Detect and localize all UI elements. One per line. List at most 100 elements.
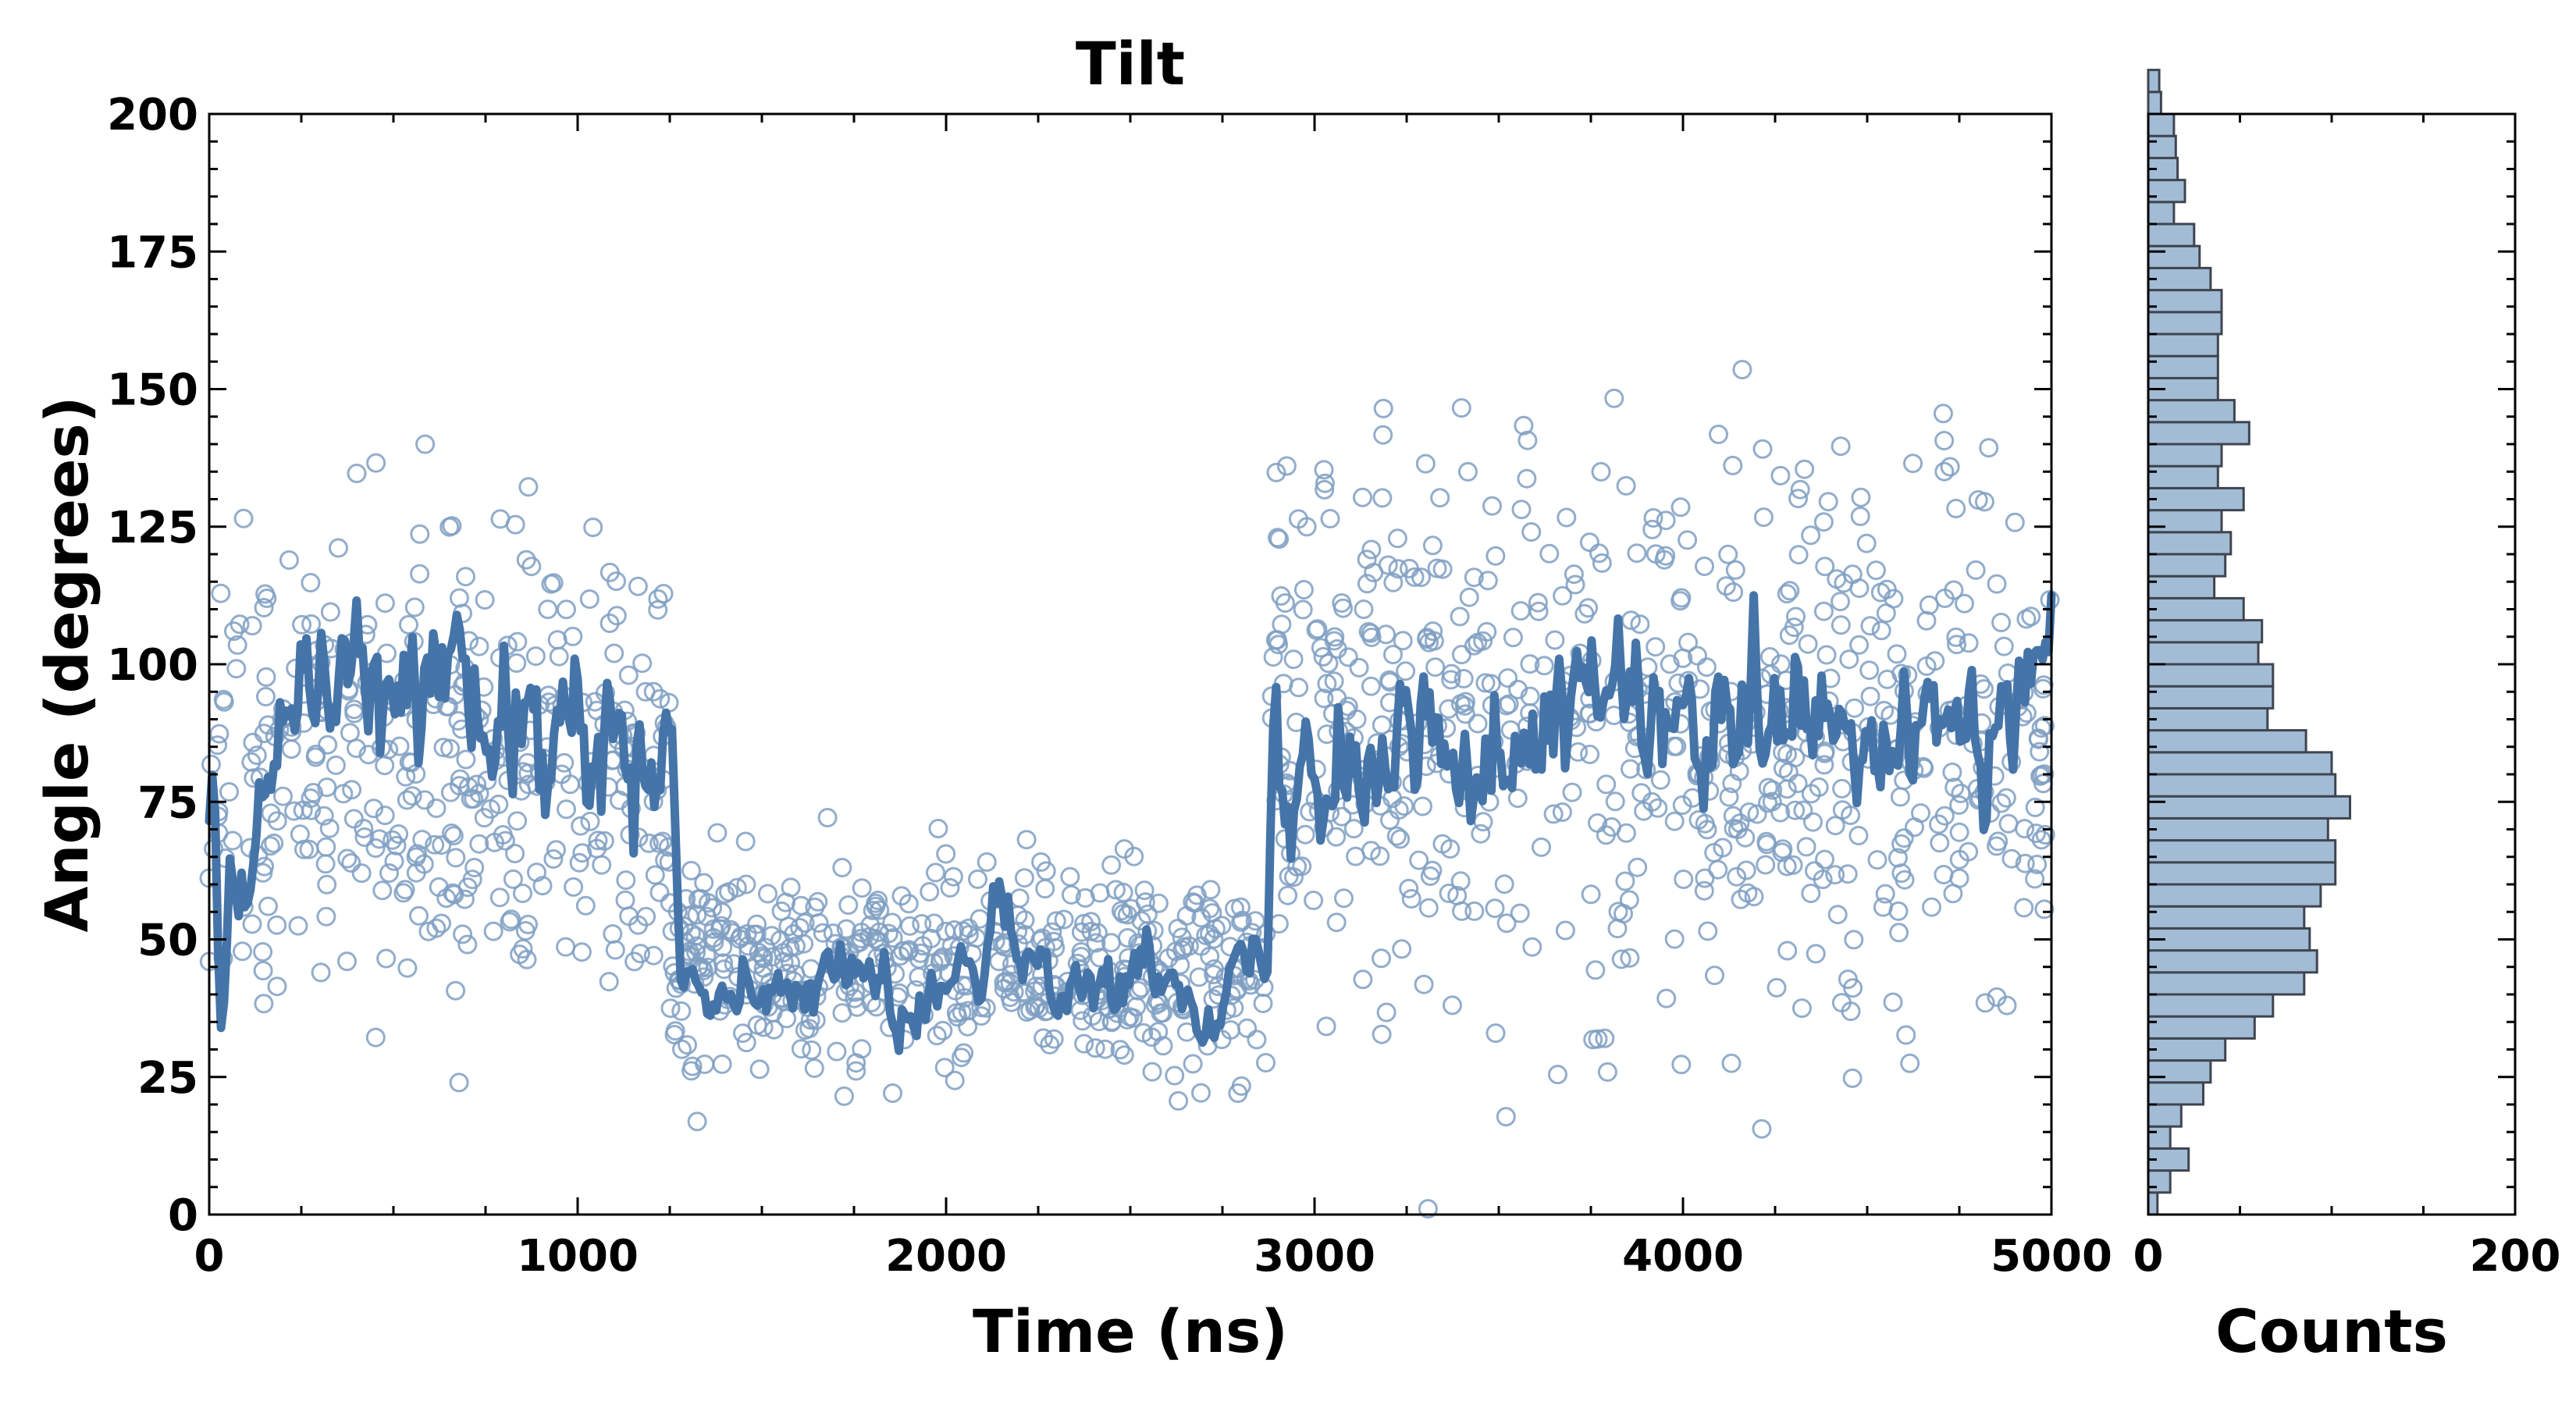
scatter-point — [365, 1027, 386, 1048]
scatter-point — [660, 998, 681, 1019]
scatter-point — [758, 884, 777, 904]
scatter-point — [1148, 893, 1169, 913]
scatter-point — [469, 636, 489, 656]
scatter-point — [571, 816, 591, 836]
scatter-point — [632, 653, 653, 674]
scatter-point — [1697, 820, 1717, 840]
scatter-point — [426, 918, 447, 938]
scatter-point — [1253, 994, 1273, 1013]
scatter-point — [525, 646, 546, 667]
scatter-point — [1767, 977, 1787, 998]
scatter-point — [615, 890, 635, 910]
scatter-point — [1034, 1028, 1054, 1048]
scatter-point — [933, 947, 953, 967]
scatter-point — [1016, 830, 1037, 850]
scatter-point — [1101, 855, 1122, 875]
scatter-point — [1440, 839, 1461, 859]
histogram-bar — [2147, 993, 2275, 1018]
scatter-point — [301, 614, 322, 634]
scatter-point — [1752, 1119, 1772, 1139]
scatter-point — [507, 653, 527, 673]
scatter-point — [1113, 882, 1133, 902]
scatter-point — [1325, 627, 1345, 647]
scatter-point — [604, 643, 624, 663]
scatter-point — [396, 767, 416, 787]
scatter-point — [211, 583, 231, 603]
scatter-point — [436, 888, 457, 909]
scatter-point — [301, 788, 321, 809]
scatter-point — [1189, 967, 1209, 987]
scatter-point — [369, 829, 390, 849]
histogram-bar — [2147, 1015, 2256, 1040]
scatter-point — [372, 880, 393, 901]
scatter-point — [1875, 884, 1895, 904]
scatter-point — [503, 869, 523, 889]
scatter-point — [515, 921, 535, 941]
scatter-point — [1816, 645, 1837, 665]
scatter-point — [643, 681, 664, 702]
scatter-point — [395, 880, 415, 900]
smoothed-line-group — [205, 591, 2056, 1055]
scatter-point — [1373, 425, 1393, 445]
scatter-point — [1133, 1023, 1154, 1043]
scatter-point — [1801, 525, 1821, 546]
scatter-point — [940, 877, 960, 898]
scatter-point — [1447, 885, 1468, 905]
histogram-bar — [2147, 816, 2329, 842]
scatter-point — [337, 848, 358, 869]
scatter-point — [695, 1055, 715, 1074]
scatter-point — [399, 614, 418, 635]
scatter-point — [1588, 813, 1607, 833]
scatter-point — [863, 901, 883, 920]
scatter-point — [1054, 909, 1074, 930]
scatter-point — [712, 902, 732, 923]
scatter-point — [1827, 905, 1848, 925]
scatter-point — [505, 844, 525, 863]
histogram-bar — [2147, 1103, 2183, 1128]
scatter-point — [924, 913, 945, 934]
scatter-point — [762, 947, 782, 967]
scatter-point — [1485, 1023, 1506, 1044]
scatter-point — [836, 919, 856, 939]
scatter-point — [928, 819, 948, 838]
scatter-point — [1517, 430, 1538, 450]
scatter-point — [1191, 1083, 1211, 1103]
scatter-point — [1773, 759, 1793, 778]
scatter-point — [1801, 884, 1821, 903]
scatter-point — [527, 863, 546, 883]
scatter-point — [781, 877, 801, 898]
scatter-point — [1916, 610, 1937, 631]
scatter-point — [1118, 928, 1137, 948]
scatter-point — [1288, 509, 1308, 529]
scatter-point — [1364, 563, 1384, 582]
scatter-point — [852, 878, 872, 898]
scatter-point — [1933, 404, 1953, 424]
scatter-point — [1498, 668, 1518, 688]
scatter-point — [1510, 601, 1531, 621]
scatter-point — [1790, 479, 1810, 500]
scatter-point — [244, 768, 264, 788]
scatter-point — [1568, 742, 1589, 762]
scatter-point — [229, 614, 250, 635]
scatter-point — [432, 835, 452, 855]
scatter-point — [326, 755, 346, 775]
histogram-bar — [2147, 244, 2201, 269]
scatter-point — [1815, 557, 1835, 577]
scatter-point — [672, 1039, 692, 1059]
scatter-point — [379, 863, 399, 883]
scatter-point — [1268, 528, 1287, 548]
scatter-point — [1212, 916, 1232, 936]
scatter-point — [1468, 713, 1488, 734]
scatter-point — [290, 824, 310, 845]
scatter-point — [1877, 669, 1898, 689]
scatter-point — [747, 914, 767, 934]
scatter-point — [1796, 837, 1816, 857]
scatter-point — [1903, 454, 1923, 474]
histogram-bar — [2147, 706, 2269, 732]
scatter-point — [1783, 855, 1803, 875]
scatter-point — [1564, 564, 1584, 585]
scatter-point — [1671, 1055, 1692, 1075]
scatter-point — [507, 811, 528, 831]
scatter-point — [1611, 949, 1631, 969]
scatter-point — [898, 894, 919, 914]
